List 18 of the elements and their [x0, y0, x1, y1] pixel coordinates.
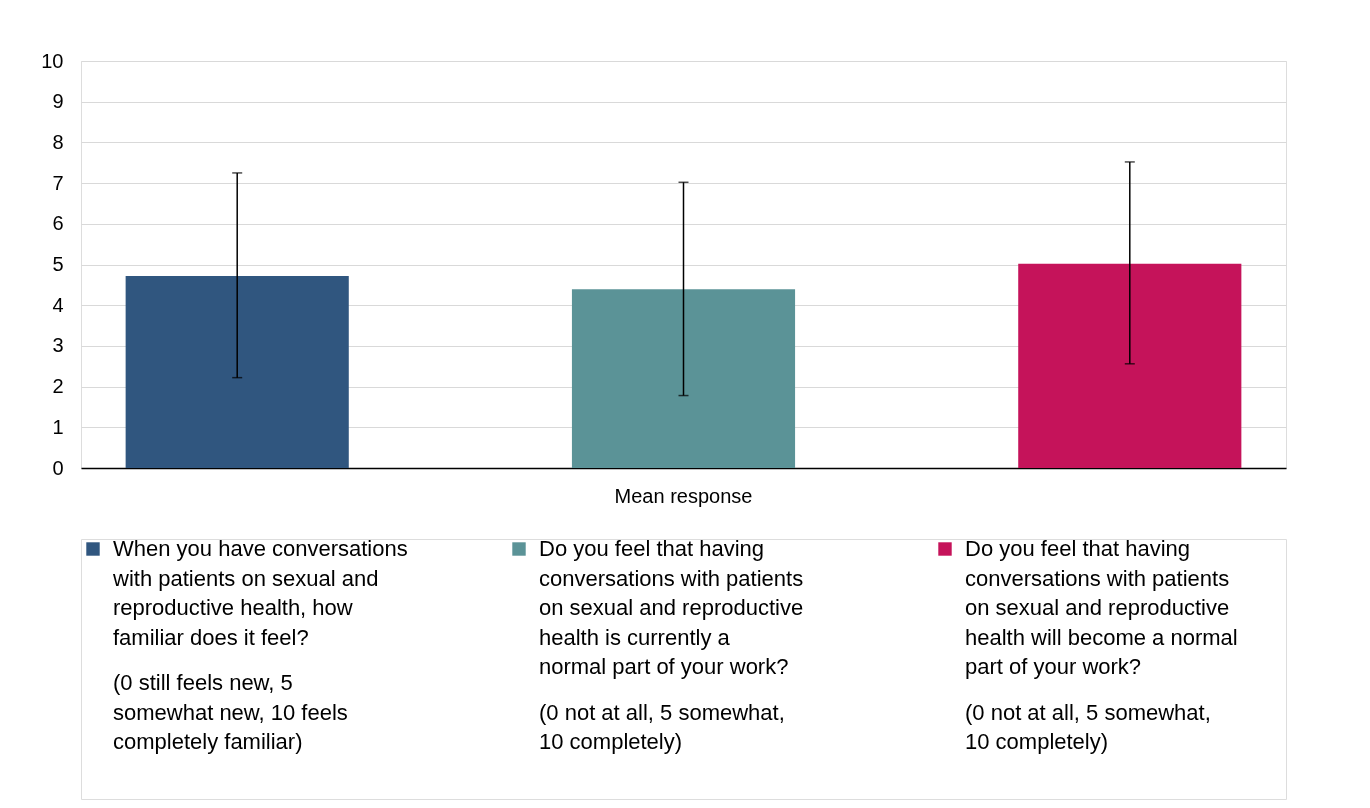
text: (0 not at all, 5 somewhat, 10 completely): [539, 699, 785, 754]
y-tick-label: 6: [52, 212, 64, 235]
y-tick-label: 8: [52, 130, 64, 153]
legend-label: When you have conversations with patients on sexual and reproductive health, how familiar does it feel?: [112, 536, 408, 650]
text: (0 still feels new, 5 somewhat new, 10 feels completely familiar): [113, 670, 348, 754]
text: (0 not at all, 5 somewhat, 10 completely): [965, 699, 1211, 754]
x-tick-label: Mean response: [614, 484, 753, 507]
y-tick-label: 2: [52, 375, 64, 398]
y-tick-label: 10: [41, 49, 64, 72]
y-tick-label: 3: [52, 334, 64, 357]
legend-label: Do you feel that having conversations with patients on sexual and reproductive health will become a normal part of your work?: [965, 536, 1238, 679]
y-tick-label: 4: [52, 293, 64, 316]
y-tick-label: 9: [52, 90, 64, 113]
y-tick-label: 1: [52, 415, 64, 438]
y-tick-label: 0: [52, 456, 64, 479]
y-tick-label: 7: [52, 171, 64, 194]
legend-label: Do you feel that having conversations with patients on sexual and reproductive health is currently a normal part of your work?: [539, 536, 804, 679]
y-tick-label: 5: [52, 253, 64, 275]
